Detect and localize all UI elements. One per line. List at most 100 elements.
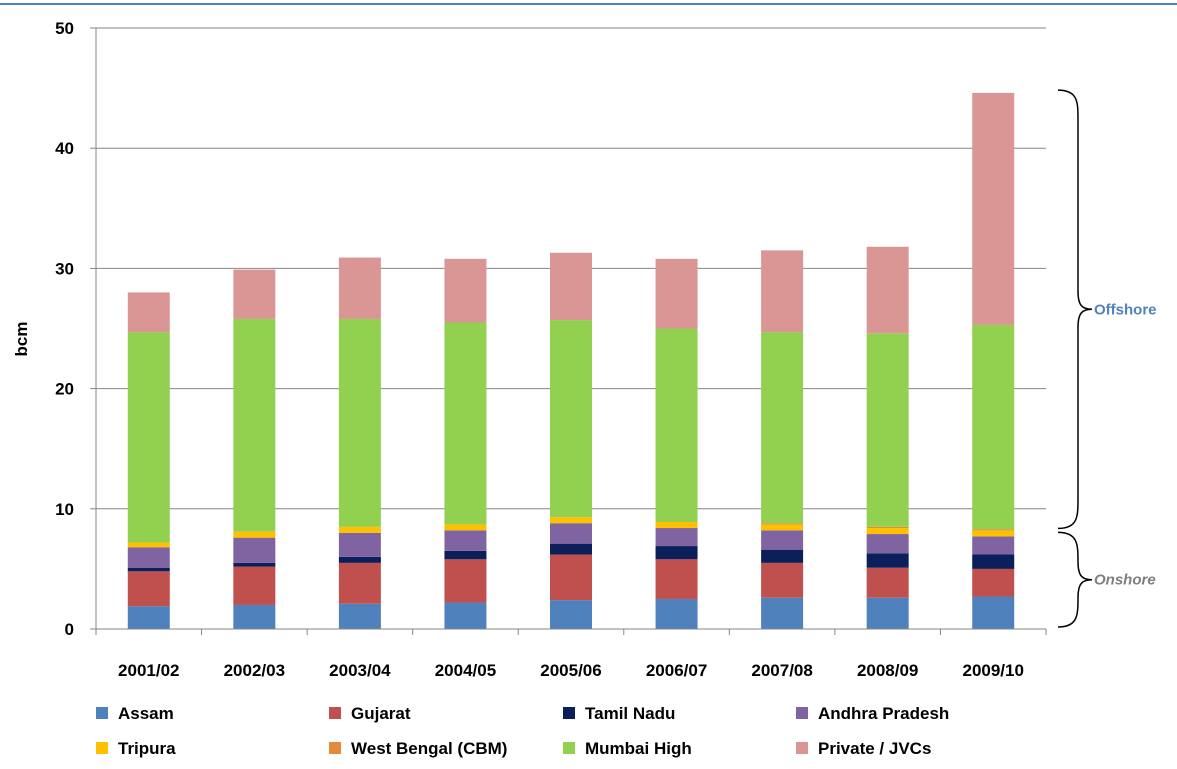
legend-swatch [329, 707, 341, 719]
legend-swatch [796, 707, 808, 719]
bar-segment-tamil-nadu [761, 549, 804, 563]
bracket-onshore [1057, 531, 1093, 628]
bar-segment-tamil-nadu [233, 562, 276, 567]
bar-segment-gujarat [972, 568, 1015, 597]
bar-segment-mumbai-high [127, 332, 170, 543]
x-tick-label: 2006/07 [646, 661, 707, 680]
legend-label: Gujarat [351, 704, 411, 723]
x-tick-labels: 2001/02 2002/03 2003/04 2004/05 2005/06 2006/… [118, 661, 1024, 680]
bar-segment-assam [761, 597, 804, 629]
bar-segment-assam [338, 603, 381, 629]
bar-segment-andhra-pradesh [338, 532, 381, 557]
y-tick-label: 30 [55, 259, 74, 278]
x-tick-label: 2009/10 [962, 661, 1023, 680]
bar-segment-mumbai-high [444, 322, 487, 525]
bar-segment-andhra-pradesh [972, 536, 1015, 555]
bar-segment-gujarat [233, 566, 276, 605]
bar-segment-tripura [338, 526, 381, 533]
x-tick-label: 2001/02 [118, 661, 179, 680]
legend-swatch [96, 707, 108, 719]
bar-segment-private-jvcs [866, 246, 909, 334]
bar-segment-tripura [866, 528, 909, 535]
bar-segment-mumbai-high [761, 332, 804, 524]
bar-segment-west-bengal-cbm- [866, 526, 909, 529]
legend-swatch [563, 707, 575, 719]
bar-segment-west-bengal-cbm- [972, 529, 1015, 531]
bar-segment-mumbai-high [233, 318, 276, 532]
legend-label: West Bengal (CBM) [351, 739, 507, 758]
bar-segment-assam [866, 597, 909, 629]
bar-segment-mumbai-high [972, 324, 1015, 530]
bar-segment-tamil-nadu [127, 567, 170, 572]
top-divider-line [0, 3, 1177, 5]
x-tick-label: 2002/03 [224, 661, 285, 680]
x-tick-label: 2008/09 [857, 661, 918, 680]
bar-segment-tripura [233, 531, 276, 538]
y-tick-label: 20 [55, 380, 74, 399]
bar-segment-assam [233, 604, 276, 629]
legend-swatch [563, 742, 575, 754]
bar-segment-assam [655, 598, 698, 629]
bar-segment-tamil-nadu [655, 546, 698, 560]
x-tick-label: 2007/08 [751, 661, 812, 680]
bar-segment-tamil-nadu [972, 554, 1015, 569]
bar-segment-andhra-pradesh [127, 547, 170, 568]
bar-segment-tamil-nadu [444, 550, 487, 560]
bar-segment-gujarat [444, 559, 487, 603]
x-tick-label: 2003/04 [329, 661, 391, 680]
bar-segment-assam [972, 596, 1015, 629]
bar-segment-gujarat [761, 562, 804, 598]
bar-segment-private-jvcs [338, 257, 381, 319]
y-tick-label: 10 [55, 500, 74, 519]
legend-label: Andhra Pradesh [818, 704, 949, 723]
bar-segment-tripura [550, 517, 592, 524]
bar-segment-andhra-pradesh [550, 523, 592, 544]
bar-segment-mumbai-high [866, 333, 909, 527]
region-brackets: Offshore Onshore [1057, 89, 1157, 628]
legend-label: Assam [118, 704, 174, 723]
bar-segment-andhra-pradesh [866, 534, 909, 554]
bar-segment-mumbai-high [338, 318, 381, 527]
bar-segment-andhra-pradesh [655, 528, 698, 547]
legend-swatch [96, 742, 108, 754]
x-tick-label: 2004/05 [435, 661, 496, 680]
bar-segment-assam [550, 600, 592, 629]
bar-segment-gujarat [127, 571, 170, 607]
bar-segment-gujarat [866, 567, 909, 598]
bar-segment-private-jvcs [550, 252, 592, 321]
bar-segment-andhra-pradesh [233, 537, 276, 563]
bar-segment-private-jvcs [972, 92, 1015, 325]
bar-segment-private-jvcs [233, 269, 276, 319]
bar-segment-west-bengal-cbm- [761, 523, 804, 525]
bar-segment-tripura [655, 522, 698, 529]
bar-segment-mumbai-high [655, 328, 698, 523]
bar-segment-tamil-nadu [338, 556, 381, 563]
bar-segment-tripura [761, 524, 804, 531]
x-tick-label: 2005/06 [540, 661, 601, 680]
legend-swatch [329, 742, 341, 754]
bar-segment-mumbai-high [550, 320, 592, 518]
y-tick-label: 0 [65, 620, 74, 639]
bar-segment-andhra-pradesh [444, 530, 487, 551]
bar-segment-tripura [972, 530, 1015, 537]
bar-segment-tamil-nadu [550, 543, 592, 555]
bar-stacks [127, 92, 1015, 629]
bar-segment-gujarat [338, 562, 381, 604]
bar-segment-private-jvcs [655, 258, 698, 329]
bracket-label-offshore: Offshore [1094, 301, 1157, 318]
legend-label: Tamil Nadu [585, 704, 675, 723]
bar-segment-andhra-pradesh [761, 530, 804, 550]
legend-label: Private / JVCs [818, 739, 931, 758]
y-tick-label: 40 [55, 139, 74, 158]
axes [95, 28, 1047, 635]
legend-label: Mumbai High [585, 739, 692, 758]
legend-swatch [796, 742, 808, 754]
y-tick-labels: 0 10 20 30 40 50 [55, 19, 74, 639]
bar-segment-tamil-nadu [866, 553, 909, 568]
y-tick-label: 50 [55, 19, 74, 38]
y-axis-label: bcm [12, 322, 31, 357]
bar-segment-gujarat [655, 559, 698, 599]
legend-label: Tripura [118, 739, 176, 758]
legend: Assam Gujarat Tamil Nadu Andhra Pradesh Trip… [96, 704, 949, 758]
